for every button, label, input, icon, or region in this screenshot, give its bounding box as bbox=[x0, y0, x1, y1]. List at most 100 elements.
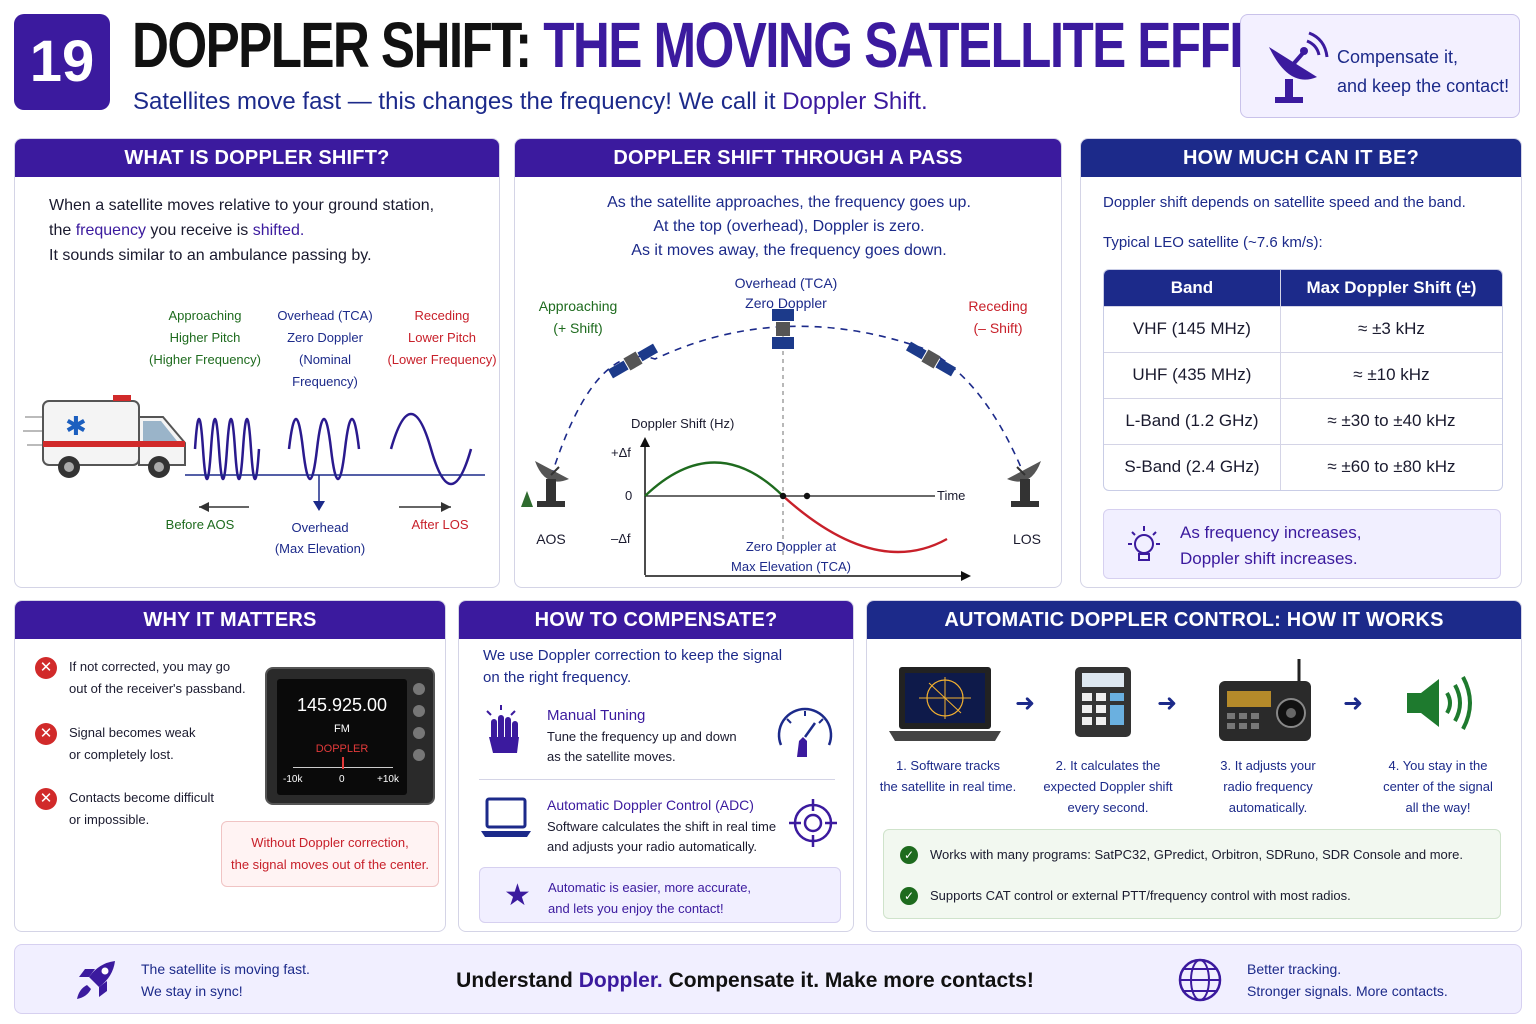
satellite-pass-diagram bbox=[521, 309, 1041, 581]
radio-transceiver-icon bbox=[1219, 659, 1311, 741]
doppler-graph bbox=[640, 437, 971, 581]
pass-heading: DOPPLER SHIFT THROUGH A PASS bbox=[515, 139, 1061, 177]
what-is-line1: When a satellite moves relative to your … bbox=[49, 197, 435, 214]
adc-panel: AUTOMATIC DOPPLER CONTROL: HOW IT WORKS … bbox=[866, 600, 1522, 932]
note-line2: and lets you enjoy the contact! bbox=[548, 901, 724, 916]
why-item2-line1: Signal becomes weak bbox=[69, 725, 196, 740]
pass-panel: DOPPLER SHIFT THROUGH A PASS As the sate… bbox=[514, 138, 1062, 588]
pass-line1: As the satellite approaches, the frequen… bbox=[607, 194, 971, 211]
before-aos-label: Before AOS bbox=[165, 517, 235, 532]
adc-step-4: 4. You stay in the center of the signal … bbox=[1363, 755, 1513, 818]
section-number-badge: 19 bbox=[14, 14, 110, 110]
what-is-line2: the frequency you receive is shifted. bbox=[49, 218, 434, 243]
shift-cell: ≈ ±30 to ±40 kHz bbox=[1280, 397, 1502, 444]
pass-line2: At the top (overhead), Doppler is zero. bbox=[653, 218, 925, 235]
table-row: VHF (145 MHz) ≈ ±3 kHz bbox=[1104, 305, 1502, 352]
subtitle-text: Satellites move fast — this changes the … bbox=[133, 88, 776, 115]
check-item-1: Works with many programs: SatPC32, GPred… bbox=[930, 847, 1463, 862]
band-cell: S-Band (2.4 GHz) bbox=[1104, 443, 1281, 490]
tagline-doppler: Doppler. bbox=[578, 969, 663, 992]
step3-line1: 3. It adjusts your bbox=[1220, 758, 1316, 773]
footer-banner: The satellite is moving fast. We stay in… bbox=[14, 944, 1522, 1014]
doppler-table: Band Max Doppler Shift (±) VHF (145 MHz)… bbox=[1103, 269, 1503, 491]
compensate-intro1: We use Doppler correction to keep the si… bbox=[483, 647, 783, 664]
overhead-column: Overhead (TCA) Zero Doppler (Nominal Fre… bbox=[265, 305, 385, 393]
after-los-label: After LOS bbox=[411, 517, 469, 532]
how-much-line2: Typical LEO satellite (~7.6 km/s): bbox=[1103, 234, 1323, 251]
line2-c: you receive is bbox=[150, 222, 249, 239]
header-badge: Compensate it, and keep the contact! bbox=[1240, 14, 1520, 118]
overhead-label: Overhead (TCA) Zero Doppler bbox=[711, 273, 861, 313]
los-label: LOS bbox=[1012, 531, 1041, 547]
check-icon: ✓ bbox=[900, 846, 918, 864]
check-item-2: Supports CAT control or external PTT/fre… bbox=[930, 888, 1351, 903]
adc-step-2: 2. It calculates the expected Doppler sh… bbox=[1033, 755, 1183, 818]
why-item3-line2: or impossible. bbox=[69, 812, 150, 827]
radio-display: 145.925.00 FM DOPPLER -10k 0 +10k bbox=[265, 667, 435, 805]
line2-shifted: shifted. bbox=[252, 222, 305, 239]
what-is-panel: WHAT IS DOPPLER SHIFT? When a satellite … bbox=[14, 138, 500, 588]
overhead-bottom-line2: (Max Elevation) bbox=[274, 541, 366, 556]
compensate-note: ★ Automatic is easier, more accurate, an… bbox=[479, 867, 841, 923]
laptop-tracking-icon bbox=[889, 667, 1001, 741]
table-row: S-Band (2.4 GHz) ≈ ±60 to ±80 kHz bbox=[1104, 443, 1502, 490]
approaching-sub: (+ Shift) bbox=[553, 320, 603, 336]
satellite-icon-left bbox=[607, 343, 659, 379]
lightbulb-icon bbox=[1128, 526, 1160, 561]
adc-checklist: ✓ Works with many programs: SatPC32, GPr… bbox=[883, 829, 1501, 919]
satellite-icon-right bbox=[905, 341, 957, 377]
manual-line2: as the satellite moves. bbox=[547, 749, 676, 764]
x-icon: ✕ bbox=[35, 788, 57, 810]
step3-line2: radio frequency bbox=[1223, 779, 1313, 794]
zero-doppler-note: Zero Doppler at Max Elevation (TCA) bbox=[711, 537, 871, 577]
col2-line3: (Nominal Frequency) bbox=[292, 352, 358, 389]
adc-line1: Software calculates the shift in real ti… bbox=[547, 819, 777, 834]
col-band-header: Band bbox=[1104, 270, 1281, 306]
target-icon bbox=[789, 799, 837, 847]
zero-note-line1: Zero Doppler at bbox=[745, 539, 837, 554]
overhead-bottom-line1: Overhead bbox=[291, 520, 349, 535]
radio-scale-mid: 0 bbox=[339, 774, 345, 785]
footer-left-line2: We stay in sync! bbox=[141, 983, 243, 999]
aos-dish-icon bbox=[521, 461, 569, 507]
radio-mode: FM bbox=[334, 723, 350, 735]
receding-title: Receding bbox=[968, 298, 1028, 314]
warning-line2: the signal moves out of the center. bbox=[230, 857, 429, 872]
band-cell: UHF (435 MHz) bbox=[1104, 351, 1281, 398]
col3-line3: (Lower Frequency) bbox=[387, 352, 497, 367]
radio-knob bbox=[413, 683, 425, 695]
compensate-panel: HOW TO COMPENSATE? We use Doppler correc… bbox=[458, 600, 854, 932]
col2-line2: Zero Doppler bbox=[287, 330, 363, 345]
col1-line3: (Higher Frequency) bbox=[149, 352, 261, 367]
radio-indicator bbox=[342, 757, 344, 769]
band-cell: L-Band (1.2 GHz) bbox=[1104, 397, 1281, 444]
why-panel: WHY IT MATTERS ✕ If not corrected, you m… bbox=[14, 600, 446, 932]
radio-scale-min: -10k bbox=[283, 774, 303, 785]
header: 19 DOPPLER SHIFT: THE MOVING SATELLITE E… bbox=[0, 0, 1536, 130]
subtitle-highlight: Doppler Shift. bbox=[782, 88, 928, 115]
col2-line1: Overhead (TCA) bbox=[277, 308, 373, 323]
why-item1-line1: If not corrected, you may go bbox=[69, 659, 231, 674]
overhead-sub: Zero Doppler bbox=[745, 295, 827, 311]
note-line1: Automatic is easier, more accurate, bbox=[548, 880, 752, 895]
step2-line2: expected Doppler shift bbox=[1043, 779, 1173, 794]
adc-line2: and adjusts your radio automatically. bbox=[547, 839, 758, 854]
radio-knob bbox=[413, 705, 425, 717]
badge-line2: and keep the contact! bbox=[1337, 76, 1510, 96]
graph-plus-label: +Δf bbox=[611, 445, 631, 460]
graph-title: Doppler Shift (Hz) bbox=[631, 416, 735, 431]
rocket-icon bbox=[77, 961, 115, 999]
why-item3-line1: Contacts become difficult bbox=[69, 790, 214, 805]
compensate-divider bbox=[479, 779, 835, 780]
globe-icon bbox=[1178, 958, 1222, 1002]
col3-line1: Receding bbox=[414, 308, 470, 323]
approaching-title: Approaching bbox=[538, 298, 618, 314]
col1-line2: Higher Pitch bbox=[169, 330, 241, 345]
warning-box: Without Doppler correction, the signal m… bbox=[221, 821, 439, 887]
radio-knob bbox=[413, 727, 425, 739]
why-item1-line2: out of the receiver's passband. bbox=[69, 681, 246, 696]
arrow-icon: ➜ bbox=[1343, 690, 1364, 717]
check-icon: ✓ bbox=[900, 887, 918, 905]
tip-line2: Doppler shift increases. bbox=[1180, 549, 1358, 568]
line2-frequency: frequency bbox=[75, 222, 146, 239]
